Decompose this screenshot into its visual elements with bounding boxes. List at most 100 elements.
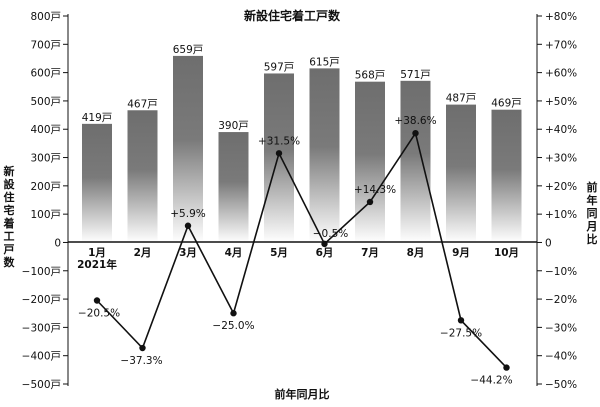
- bar: [309, 68, 340, 243]
- right-axis-tick-label: −20%: [545, 294, 577, 306]
- left-axis-tick-label: 500戸: [30, 96, 61, 108]
- yoy-value-label: −44.2%: [470, 375, 512, 387]
- right-axis-tick-label: 0: [545, 237, 552, 249]
- yoy-value-label: −25.0%: [212, 320, 254, 332]
- y-axis-label-left-char: 数: [4, 255, 16, 269]
- y-axis-label-left-char: 着: [3, 216, 15, 230]
- left-axis-tick-label: 100戸: [30, 209, 61, 221]
- yoy-line: [96, 131, 508, 369]
- left-axis: 800戸 700戸 600戸 500戸 400戸 300戸 200戸 100戸 0 −100戸 −2…: [22, 11, 68, 391]
- left-axis-tick-label: −200戸: [22, 294, 61, 306]
- x-category-label: 10月: [494, 247, 519, 259]
- right-axis-tick-label: +50%: [545, 96, 577, 108]
- yoy-point: [275, 150, 283, 157]
- bar-value-label: 571戸: [400, 69, 431, 81]
- y-axis-label-right: 前年同月比: [586, 180, 598, 246]
- left-axis-tick-label: 0: [54, 237, 61, 249]
- bar: [355, 81, 385, 243]
- x-axis-label: 前年同月比: [275, 387, 330, 401]
- left-axis-tick-label: −400戸: [22, 351, 61, 363]
- x-category-label: 2月: [134, 247, 152, 259]
- chart-title: 新設住宅着工戸数: [244, 8, 341, 23]
- right-axis: +80% +70% +60% +50% +40% +30% +20% +10% 0 −10% −20…: [537, 11, 577, 391]
- right-axis-tick-label: −40%: [545, 351, 577, 363]
- bar: [127, 110, 158, 243]
- yoy-value-label: −0.5%: [313, 228, 348, 240]
- bar-value-label: 568戸: [355, 70, 386, 82]
- right-axis-tick-label: −50%: [545, 379, 577, 391]
- yoy-point: [230, 310, 237, 317]
- left-axis-tick-label: 800戸: [30, 11, 61, 23]
- y-axis-label-right-char: 月: [586, 220, 598, 233]
- x-category-label: 5月: [270, 247, 288, 259]
- bar-value-label: 597戸: [264, 61, 295, 73]
- x-category-label: 8月: [407, 247, 425, 259]
- yoy-line-series: −20.5% −37.3% +5.9% −25.0% +31.5% −0.5% +14.3%…: [78, 115, 513, 386]
- left-axis-tick-label: −300戸: [22, 322, 61, 334]
- bar: [173, 55, 203, 243]
- right-axis-tick-label: +10%: [545, 209, 577, 221]
- y-axis-label-left-char: 設: [4, 177, 16, 191]
- bar: [218, 132, 249, 243]
- x-category-label: 3月: [179, 247, 197, 259]
- bar: [446, 104, 476, 243]
- yoy-point: [321, 240, 328, 248]
- yoy-value-label: −27.5%: [440, 327, 482, 339]
- yoy-point: [412, 129, 419, 137]
- yoy-value-label: +31.5%: [258, 135, 300, 147]
- left-axis-tick-label: −500戸: [22, 379, 61, 391]
- bar: [400, 80, 431, 243]
- left-axis-tick-label: 700戸: [30, 39, 61, 51]
- y-axis-label-left: 新設住宅着工戸数: [3, 164, 16, 269]
- right-axis-tick-label: +30%: [545, 153, 577, 165]
- left-axis-tick-label: 400戸: [30, 124, 61, 136]
- right-axis-tick-label: +60%: [545, 68, 577, 80]
- yoy-point: [457, 317, 465, 324]
- right-axis-tick-label: +20%: [545, 181, 577, 193]
- bar-value-label: 390戸: [218, 120, 249, 132]
- yoy-point: [93, 297, 101, 304]
- left-axis-tick-label: 200戸: [30, 181, 61, 193]
- y-axis-label-left-char: 工: [4, 230, 15, 243]
- x-category-label: 7月: [361, 247, 379, 259]
- x-category-label: 6月: [316, 247, 334, 259]
- y-axis-label-right-char: 前: [587, 180, 598, 194]
- yoy-point: [503, 364, 510, 371]
- y-axis-label-right-char: 比: [587, 232, 598, 246]
- yoy-value-label: −37.3%: [120, 355, 162, 367]
- right-axis-tick-label: +40%: [545, 124, 577, 136]
- x-category-label: 9月: [452, 247, 470, 259]
- bar-value-label: 469戸: [491, 98, 522, 110]
- right-axis-tick-label: −30%: [545, 322, 577, 334]
- year-label: 2021年: [77, 258, 117, 271]
- yoy-value-label: −20.5%: [78, 307, 120, 319]
- bar-series: 419戸 467戸 659戸 390戸 597戸 615戸 568戸 571戸 487戸 469戸: [82, 44, 522, 243]
- bar: [264, 73, 294, 243]
- yoy-value-label: +5.9%: [170, 208, 205, 220]
- bar: [82, 123, 112, 243]
- x-axis-categories: 1月 2月 3月 4月 5月 6月 7月 8月 9月 10月: [88, 247, 519, 259]
- y-axis-label-right-char: 年: [587, 193, 598, 207]
- right-axis-tick-label: +80%: [545, 11, 577, 23]
- yoy-value-label: +14.3%: [354, 184, 396, 196]
- yoy-value-label: +38.6%: [394, 115, 436, 127]
- yoy-point: [184, 222, 192, 229]
- bar-value-label: 659戸: [173, 44, 204, 56]
- bar-value-label: 467戸: [127, 98, 158, 110]
- y-axis-label-left-char: 新: [4, 164, 15, 178]
- bar-value-label: 487戸: [446, 93, 477, 105]
- right-axis-tick-label: −10%: [545, 266, 577, 278]
- y-axis-label-left-char: 住: [4, 190, 15, 204]
- y-axis-label-left-char: 宅: [4, 203, 15, 217]
- x-category-label: 4月: [225, 247, 243, 259]
- bar: [491, 109, 522, 243]
- right-axis-tick-label: +70%: [545, 39, 577, 51]
- yoy-point: [366, 198, 374, 206]
- left-axis-tick-label: 600戸: [30, 68, 61, 80]
- y-axis-label-right-char: 同: [587, 207, 598, 220]
- bar-value-label: 615戸: [309, 56, 340, 68]
- x-category-label: 1月: [88, 247, 106, 259]
- bar-value-label: 419戸: [82, 112, 113, 124]
- left-axis-tick-label: 300戸: [30, 153, 61, 165]
